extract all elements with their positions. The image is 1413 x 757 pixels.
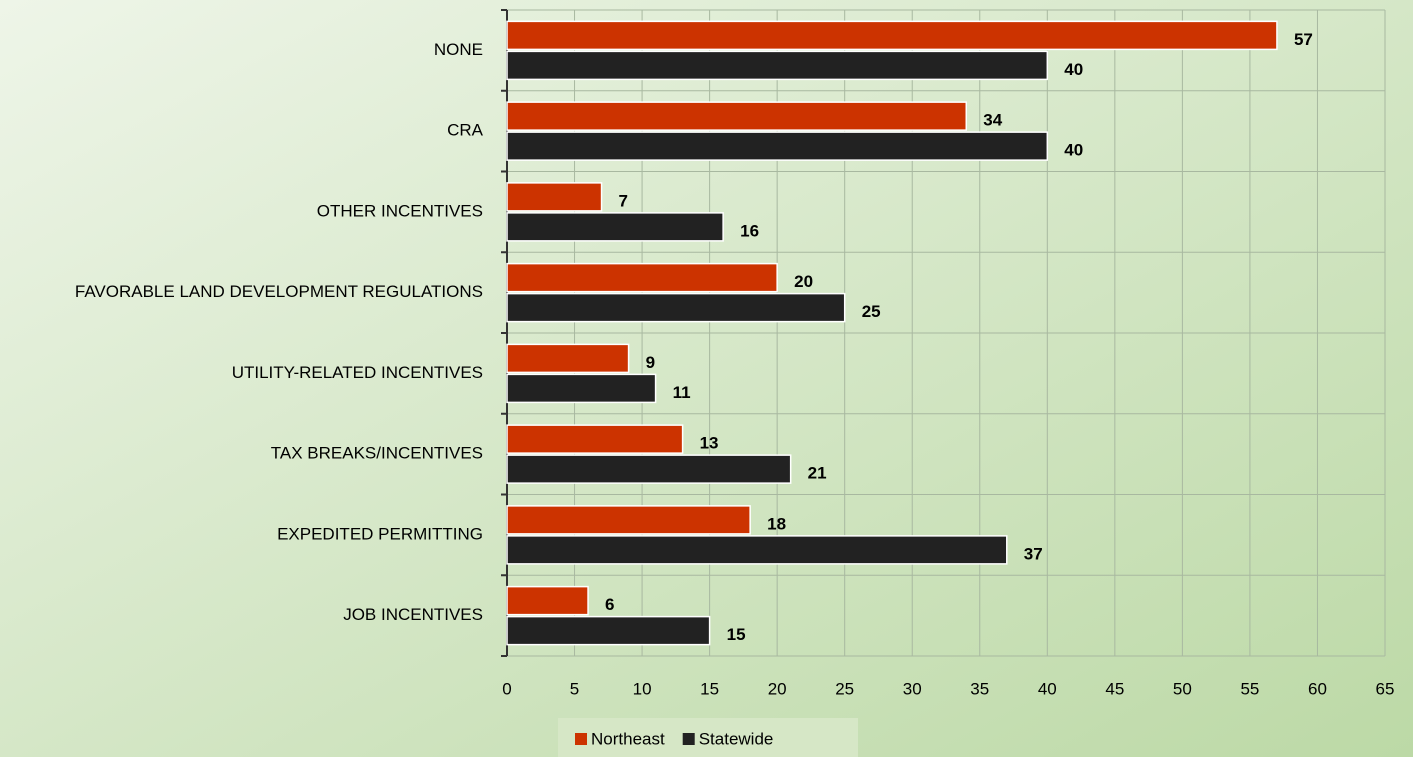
bar <box>506 101 968 131</box>
value-label: 16 <box>740 221 759 240</box>
legend-swatch <box>682 733 695 745</box>
value-label: 21 <box>808 464 827 483</box>
bar <box>506 50 1049 81</box>
x-tick-label: 40 <box>1038 679 1057 698</box>
bar <box>506 262 778 293</box>
y-tick-label: JOB INCENTIVES <box>343 605 483 624</box>
x-tick-label: 10 <box>633 679 652 698</box>
value-label: 6 <box>605 595 614 614</box>
value-label: 37 <box>1024 544 1043 563</box>
value-label: 9 <box>646 353 655 372</box>
y-tick-label: OTHER INCENTIVES <box>317 201 483 220</box>
value-label: 40 <box>1064 60 1083 79</box>
value-label: 15 <box>727 625 746 644</box>
bar <box>506 424 684 454</box>
bar <box>506 20 1278 51</box>
bar <box>506 505 751 535</box>
y-tick-label: TAX BREAKS/INCENTIVES <box>271 444 483 463</box>
value-label: 34 <box>983 111 1002 130</box>
x-tick-label: 0 <box>502 679 511 698</box>
value-label: 13 <box>700 434 719 453</box>
x-tick-label: 45 <box>1105 679 1124 698</box>
y-tick-label: FAVORABLE LAND DEVELOPMENT REGULATIONS <box>75 282 483 301</box>
legend-label: Northeast <box>591 729 665 748</box>
bar <box>506 373 657 404</box>
bar <box>506 615 711 646</box>
bar <box>506 454 792 484</box>
x-tick-label: 55 <box>1240 679 1259 698</box>
x-tick-label: 50 <box>1173 679 1192 698</box>
legend-box <box>558 718 858 757</box>
bar <box>506 343 630 374</box>
x-tick-label: 30 <box>903 679 922 698</box>
x-tick-label: 20 <box>768 679 787 698</box>
value-label: 18 <box>767 514 786 533</box>
value-label: 20 <box>794 272 813 291</box>
value-label: 25 <box>862 302 881 321</box>
x-tick-label: 5 <box>570 679 579 698</box>
y-tick-label: CRA <box>447 121 484 140</box>
x-tick-label: 15 <box>700 679 719 698</box>
bar <box>506 131 1049 161</box>
value-label: 57 <box>1294 30 1313 49</box>
x-tick-label: 60 <box>1308 679 1327 698</box>
x-tick-label: 35 <box>970 679 989 698</box>
bar <box>506 212 724 242</box>
legend-swatch <box>575 733 587 745</box>
y-tick-label: EXPEDITED PERMITTING <box>277 524 483 543</box>
bar <box>506 535 1008 565</box>
legend-label: Statewide <box>699 729 774 748</box>
value-label: 40 <box>1064 141 1083 160</box>
value-label: 11 <box>673 383 691 402</box>
y-tick-label: UTILITY-RELATED INCENTIVES <box>232 363 483 382</box>
bar <box>506 292 846 323</box>
bar <box>506 182 603 212</box>
x-tick-label: 65 <box>1376 679 1395 698</box>
y-tick-label: NONE <box>434 40 483 59</box>
value-label: 7 <box>619 191 628 210</box>
x-tick-label: 25 <box>835 679 854 698</box>
bar <box>506 585 589 616</box>
